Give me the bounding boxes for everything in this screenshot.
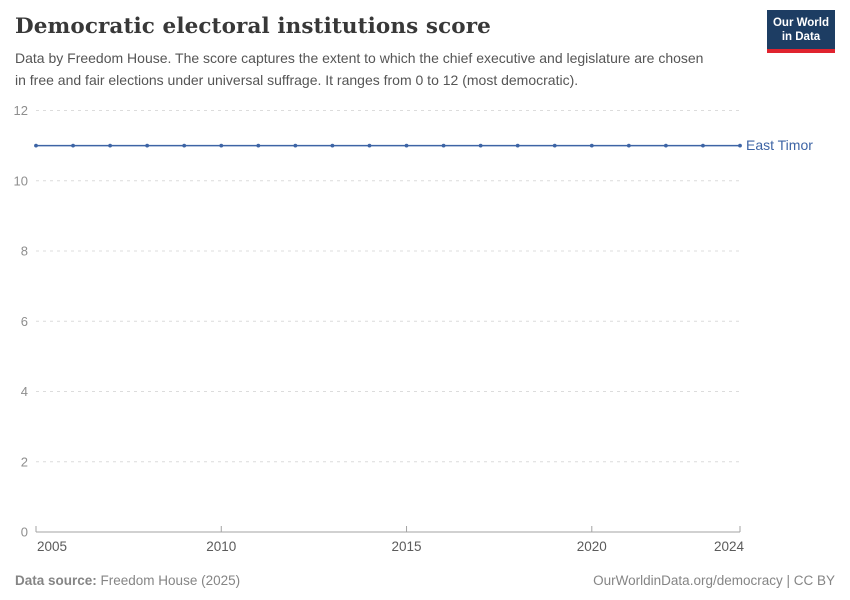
data-point[interactable] — [293, 143, 298, 148]
y-axis-tick-label: 0 — [21, 525, 28, 540]
data-source-note: Data source: Freedom House (2025) — [15, 573, 240, 588]
y-axis-tick-label: 2 — [21, 454, 28, 469]
data-source-label: Data source: — [15, 573, 97, 588]
data-point[interactable] — [663, 143, 668, 148]
y-axis-tick-label: 4 — [21, 384, 28, 399]
data-point[interactable] — [108, 143, 113, 148]
data-point[interactable] — [515, 143, 520, 148]
data-point[interactable] — [182, 143, 187, 148]
owid-logo: Our World in Data — [767, 10, 835, 54]
data-source-value: Freedom House (2025) — [96, 573, 241, 588]
data-point[interactable] — [71, 143, 75, 148]
chart-title: Democratic electoral institutions score — [15, 14, 491, 39]
x-axis-tick-label: 2015 — [392, 539, 422, 554]
y-axis-tick-label: 10 — [14, 173, 28, 188]
chart-footer: Data source: Freedom House (2025) OurWor… — [15, 573, 835, 588]
data-point[interactable] — [478, 143, 483, 148]
owid-logo-line1: Our World — [772, 17, 829, 29]
data-point[interactable] — [34, 143, 38, 148]
y-axis-tick-label: 12 — [14, 103, 28, 118]
chart-header: Democratic electoral institutions score … — [15, 10, 835, 91]
y-axis-tick-label: 8 — [21, 244, 28, 259]
data-point[interactable] — [701, 143, 705, 148]
x-axis-tick-label: 2010 — [206, 539, 236, 554]
data-point[interactable] — [589, 143, 594, 148]
data-point[interactable] — [145, 143, 150, 148]
chart-subtitle: Data by Freedom House. The score capture… — [15, 50, 704, 88]
owid-url-link[interactable]: OurWorldinData.org/democracy | CC BY — [593, 573, 835, 588]
data-point[interactable] — [404, 143, 409, 148]
data-point[interactable] — [552, 143, 557, 148]
y-axis-tick-label: 6 — [21, 314, 28, 329]
data-point[interactable] — [738, 143, 742, 148]
x-axis-tick-label: 2024 — [714, 539, 745, 554]
x-axis-tick-label: 2020 — [577, 539, 607, 554]
data-point[interactable] — [367, 143, 372, 148]
data-point[interactable] — [256, 143, 261, 148]
x-axis-tick-label: 2005 — [37, 539, 67, 554]
owid-logo-line2: in Data — [781, 31, 821, 44]
data-point[interactable] — [441, 143, 446, 148]
data-point[interactable] — [330, 143, 335, 148]
data-point[interactable] — [626, 143, 631, 148]
data-point[interactable] — [219, 143, 224, 148]
series-end-label[interactable]: East Timor — [746, 137, 813, 153]
